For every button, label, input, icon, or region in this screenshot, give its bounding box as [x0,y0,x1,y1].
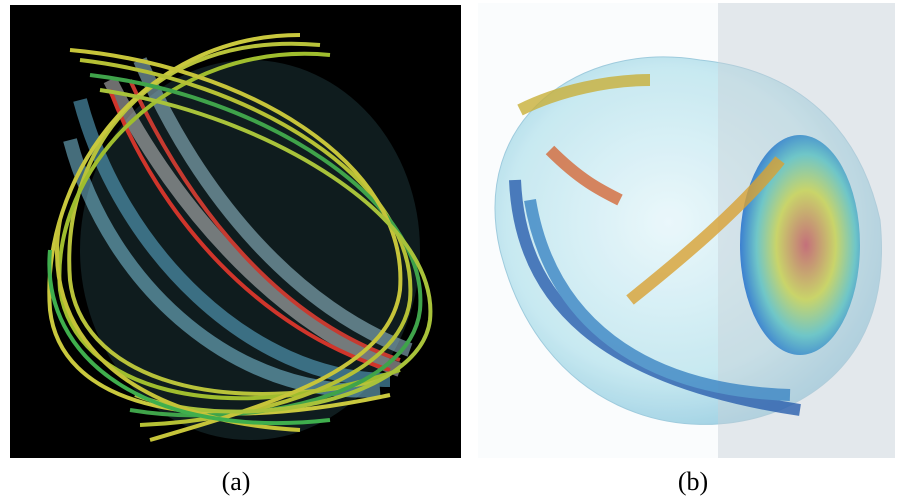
figure: (a) (b) [0,0,899,504]
slice [740,135,860,355]
panel-b [478,3,895,458]
caption: (b) [678,467,708,496]
panel-a [10,5,461,458]
page: (a) (b) (() => { const data = JSON.parse… [0,0,899,504]
caption: (a) [222,467,251,496]
